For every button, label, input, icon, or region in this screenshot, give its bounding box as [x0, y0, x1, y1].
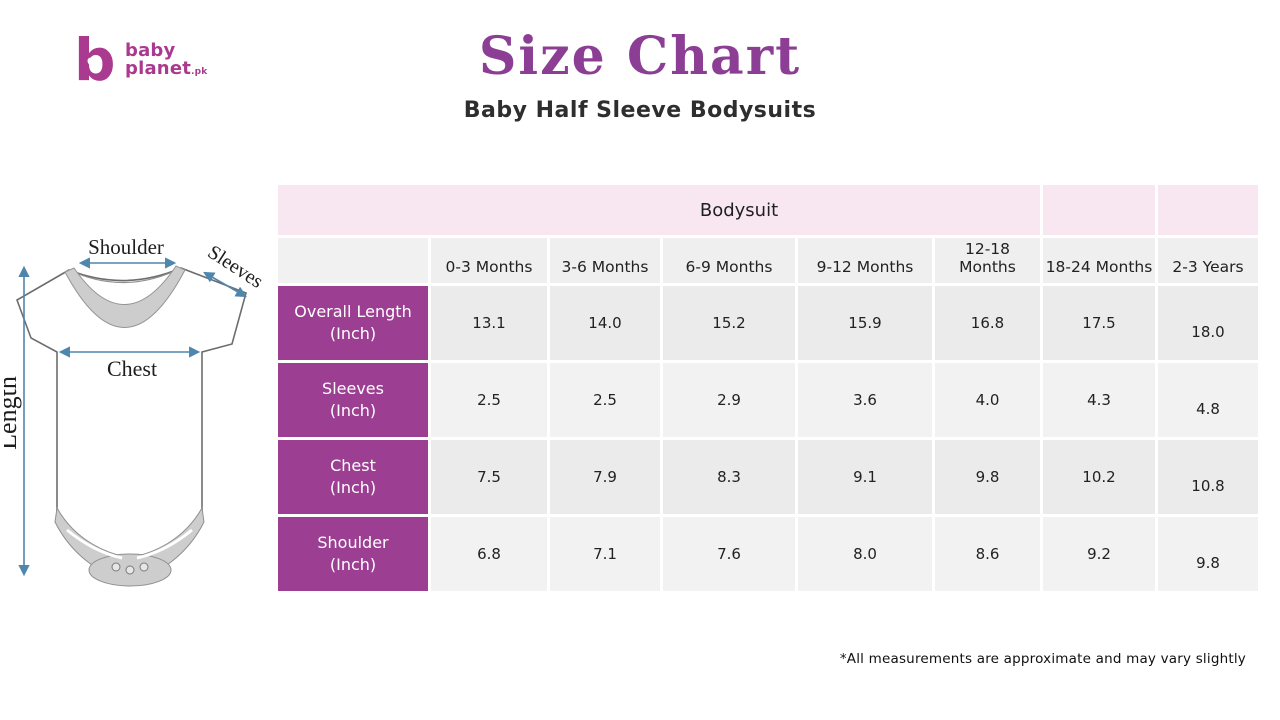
table-row-shoulder: Shoulder (Inch) 6.8 7.1 7.6 8.0 8.6 9.2 …	[278, 517, 1258, 591]
column-header: 6-9 Months	[663, 238, 795, 283]
dimension-arrow-sleeves	[203, 271, 247, 298]
back-neckline	[68, 267, 182, 284]
table-cell: 4.8	[1158, 363, 1258, 437]
table-cell: 8.6	[935, 517, 1040, 591]
table-cell: 4.0	[935, 363, 1040, 437]
column-header: 9-12 Months	[798, 238, 932, 283]
leg-opening-right	[136, 528, 193, 560]
table-cell: 17.5	[1043, 286, 1155, 360]
diagram-label-length: Length	[4, 376, 22, 450]
column-header-row: 0-3 Months 3-6 Months 6-9 Months 9-12 Mo…	[278, 238, 1258, 283]
table-cell: 8.0	[798, 517, 932, 591]
row-header: Shoulder (Inch)	[278, 517, 428, 591]
table-cell: 16.8	[935, 286, 1040, 360]
measurements-disclaimer: *All measurements are approximate and ma…	[839, 651, 1246, 667]
neck-band	[64, 265, 186, 328]
group-header-cell-empty	[1158, 185, 1258, 235]
snap-button	[125, 565, 135, 575]
brand-logo-mark: b ♥	[74, 26, 116, 94]
table-cell: 14.0	[550, 286, 660, 360]
table-cell: 15.9	[798, 286, 932, 360]
table-cell: 9.8	[935, 440, 1040, 514]
column-header: 0-3 Months	[431, 238, 547, 283]
table-cell: 7.1	[550, 517, 660, 591]
table-cell: 6.8	[431, 517, 547, 591]
size-chart-table: Bodysuit 0-3 Months 3-6 Months 6-9 Month…	[275, 182, 1261, 594]
table-cell: 13.1	[431, 286, 547, 360]
brand-name-line2: planet.pk	[125, 58, 208, 79]
snap-button	[139, 562, 149, 572]
table-cell: 4.3	[1043, 363, 1155, 437]
page-subtitle: Baby Half Sleeve Bodysuits	[463, 98, 817, 123]
group-header-cell-empty	[1043, 185, 1155, 235]
column-header: 18-24 Months	[1043, 238, 1155, 283]
logo-b-glyph: b	[74, 26, 116, 94]
table-row-chest: Chest (Inch) 7.5 7.9 8.3 9.1 9.8 10.2 10…	[278, 440, 1258, 514]
table-cell: 18.0	[1158, 286, 1258, 360]
table-cell: 8.3	[663, 440, 795, 514]
bodysuit-diagram-svg: Shoulder Sleeves Chest Length	[0, 235, 267, 587]
table-cell: 10.2	[1043, 440, 1155, 514]
table-cell: 9.2	[1043, 517, 1155, 591]
row-header: Chest (Inch)	[278, 440, 428, 514]
group-header-row: Bodysuit	[278, 185, 1258, 235]
table-row-sleeves: Sleeves (Inch) 2.5 2.5 2.9 3.6 4.0 4.3 4…	[278, 363, 1258, 437]
table-cell: 7.5	[431, 440, 547, 514]
table-cell: 2.5	[550, 363, 660, 437]
brand-tld: .pk	[191, 67, 208, 77]
leg-opening-left	[66, 528, 123, 560]
table-cell: 10.8	[1158, 440, 1258, 514]
heart-icon: ♥	[86, 55, 102, 75]
brand-name-line1: baby	[125, 39, 176, 61]
table-cell: 2.5	[431, 363, 547, 437]
row-header: Overall Length (Inch)	[278, 286, 428, 360]
table-cell: 7.9	[550, 440, 660, 514]
snap-button	[111, 562, 121, 572]
column-header: 3-6 Months	[550, 238, 660, 283]
brand-logo-text: baby planet.pk	[125, 39, 208, 79]
corner-cell	[278, 238, 428, 283]
table-cell: 9.1	[798, 440, 932, 514]
table-cell: 7.6	[663, 517, 795, 591]
diagram-label-chest: Chest	[107, 356, 157, 381]
brand-logo: b ♥ baby planet.pk	[74, 26, 208, 94]
page-title: Size Chart	[478, 26, 802, 87]
table-cell: 9.8	[1158, 517, 1258, 591]
diagram-label-shoulder: Shoulder	[88, 235, 164, 259]
column-header: 2-3 Years	[1158, 238, 1258, 283]
group-header-cell: Bodysuit	[278, 185, 1040, 235]
column-header: 12-18 Months	[935, 238, 1040, 283]
table-cell: 3.6	[798, 363, 932, 437]
bodysuit-diagram: Shoulder Sleeves Chest Length	[0, 226, 270, 612]
table-cell: 2.9	[663, 363, 795, 437]
table-row-overall-length: Overall Length (Inch) 13.1 14.0 15.2 15.…	[278, 286, 1258, 360]
row-header: Sleeves (Inch)	[278, 363, 428, 437]
table-cell: 15.2	[663, 286, 795, 360]
